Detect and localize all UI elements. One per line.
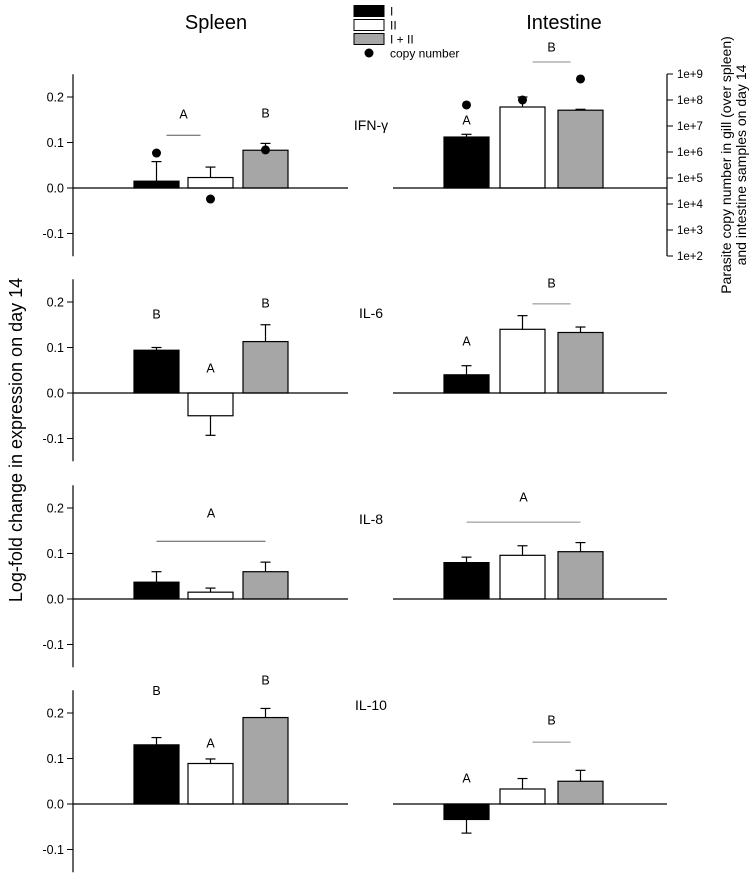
y-tick-label: 0.2 xyxy=(47,502,64,516)
bar-spleen-2 xyxy=(242,716,289,805)
panel-il-6: 0.2 0.1 0.0 -0.1 IL-6 B A B A B xyxy=(42,276,667,462)
gene-label: IFN-γ xyxy=(354,117,388,133)
significance-letter: A xyxy=(519,491,528,505)
legend-swatch-0 xyxy=(353,5,385,17)
y-axis-label: Log-fold change in expression on day 14 xyxy=(6,278,26,602)
bar-intestine-1 xyxy=(499,328,546,394)
title-spleen: Spleen xyxy=(185,12,247,34)
y2-tick-label: 1e+5 xyxy=(677,173,703,185)
significance-letter: A xyxy=(462,113,471,127)
bar-intestine-2 xyxy=(557,780,604,805)
bar-intestine-0 xyxy=(443,136,490,189)
bar-spleen-2 xyxy=(242,149,289,189)
significance-letter: B xyxy=(547,276,555,290)
copy-number-dot xyxy=(518,95,527,105)
significance-letter: B xyxy=(547,713,555,727)
copy-number-dot xyxy=(576,74,585,84)
y-tick-label: -0.1 xyxy=(42,843,64,857)
bar-intestine-1 xyxy=(499,788,546,805)
y2-tick-label: 1e+2 xyxy=(677,251,703,263)
bar-intestine-0 xyxy=(443,561,490,600)
y-tick-label: 0.0 xyxy=(47,182,64,196)
legend-label: I xyxy=(390,5,393,19)
y2-axis-label-line1: Parasite copy number in gill (over splee… xyxy=(718,36,734,294)
significance-letter: B xyxy=(261,674,269,688)
significance-letter: A xyxy=(207,507,216,521)
legend-label: copy number xyxy=(390,47,459,61)
y2-tick-label: 1e+6 xyxy=(677,147,703,159)
significance-letter: A xyxy=(179,107,188,121)
y-tick-label: -0.1 xyxy=(42,638,64,652)
y2-tick-label: 1e+3 xyxy=(677,225,703,237)
bar-spleen-2 xyxy=(242,571,289,600)
y-tick-label: 0.0 xyxy=(47,387,64,401)
significance-letter: B xyxy=(152,684,160,698)
legend-swatch-2 xyxy=(353,33,385,45)
y2-tick-label: 1e+4 xyxy=(677,199,704,211)
y-tick-label: 0.0 xyxy=(47,593,64,607)
significance-letter: B xyxy=(152,307,160,321)
copy-number-dot xyxy=(152,148,161,158)
bar-intestine-2 xyxy=(557,109,604,189)
panel-ifn-: 0.2 0.1 0.0 -0.1 IFN-γ A B A B 1e+9 1e+8 1e+7 1e+6 1e… xyxy=(42,40,703,263)
plot-area: 0.2 0.1 0.0 -0.1 IFN-γ A B A B 1e+9 1e+8 1e+7 1e+6 1e… xyxy=(42,40,704,873)
significance-letter: A xyxy=(462,772,471,786)
y2-tick-label: 1e+9 xyxy=(677,69,703,81)
copy-number-dot xyxy=(261,145,270,155)
gene-label: IL-6 xyxy=(359,305,383,321)
panel-il-8: 0.2 0.1 0.0 -0.1 IL-8 A A xyxy=(42,485,667,668)
y-tick-label: 0.2 xyxy=(47,91,64,105)
bar-intestine-2 xyxy=(557,551,604,600)
bar-spleen-1 xyxy=(187,591,234,600)
bar-intestine-1 xyxy=(499,106,546,189)
bar-spleen-1 xyxy=(187,176,234,189)
bar-spleen-0 xyxy=(133,744,180,805)
significance-letter: A xyxy=(206,737,215,751)
panel-il-10: 0.2 0.1 0.0 -0.1 IL-10 B A B A B xyxy=(42,674,667,873)
bar-intestine-1 xyxy=(499,554,546,600)
y-tick-label: 0.2 xyxy=(47,296,64,310)
significance-letter: B xyxy=(547,40,555,54)
bar-intestine-0 xyxy=(443,803,490,821)
bar-spleen-1 xyxy=(187,762,234,805)
y-tick-label: 0.1 xyxy=(47,136,64,150)
y-tick-label: 0.1 xyxy=(47,752,64,766)
legend-swatch-1 xyxy=(353,19,385,31)
y-tick-label: -0.1 xyxy=(42,227,64,241)
legend-label: II xyxy=(390,19,397,33)
bar-spleen-0 xyxy=(133,581,180,600)
legend-label: I + II xyxy=(390,33,414,47)
significance-letter: A xyxy=(462,335,471,349)
significance-letter: B xyxy=(261,106,269,120)
bar-intestine-2 xyxy=(557,331,604,394)
y-tick-label: -0.1 xyxy=(42,432,64,446)
bar-intestine-0 xyxy=(443,374,490,394)
y-tick-label: 0.2 xyxy=(47,707,64,721)
bar-spleen-0 xyxy=(133,349,180,394)
y2-tick-label: 1e+8 xyxy=(677,95,703,107)
significance-letter: B xyxy=(261,296,269,310)
bar-spleen-0 xyxy=(133,180,180,189)
bar-spleen-2 xyxy=(242,340,289,394)
y2-axis-label-line2: and intestine samples on day 14 xyxy=(733,64,749,265)
y-tick-label: 0.1 xyxy=(47,341,64,355)
gene-label: IL-10 xyxy=(355,697,387,713)
copy-number-dot xyxy=(462,100,471,110)
significance-letter: A xyxy=(206,361,215,375)
copy-number-dot xyxy=(206,194,215,204)
bar-spleen-1 xyxy=(187,392,234,417)
title-intestine: Intestine xyxy=(526,12,602,34)
gene-label: IL-8 xyxy=(359,511,383,527)
y-tick-label: 0.0 xyxy=(47,798,64,812)
legend-marker-copy-number xyxy=(364,48,374,58)
y2-tick-label: 1e+7 xyxy=(677,121,703,133)
y-tick-label: 0.1 xyxy=(47,547,64,561)
